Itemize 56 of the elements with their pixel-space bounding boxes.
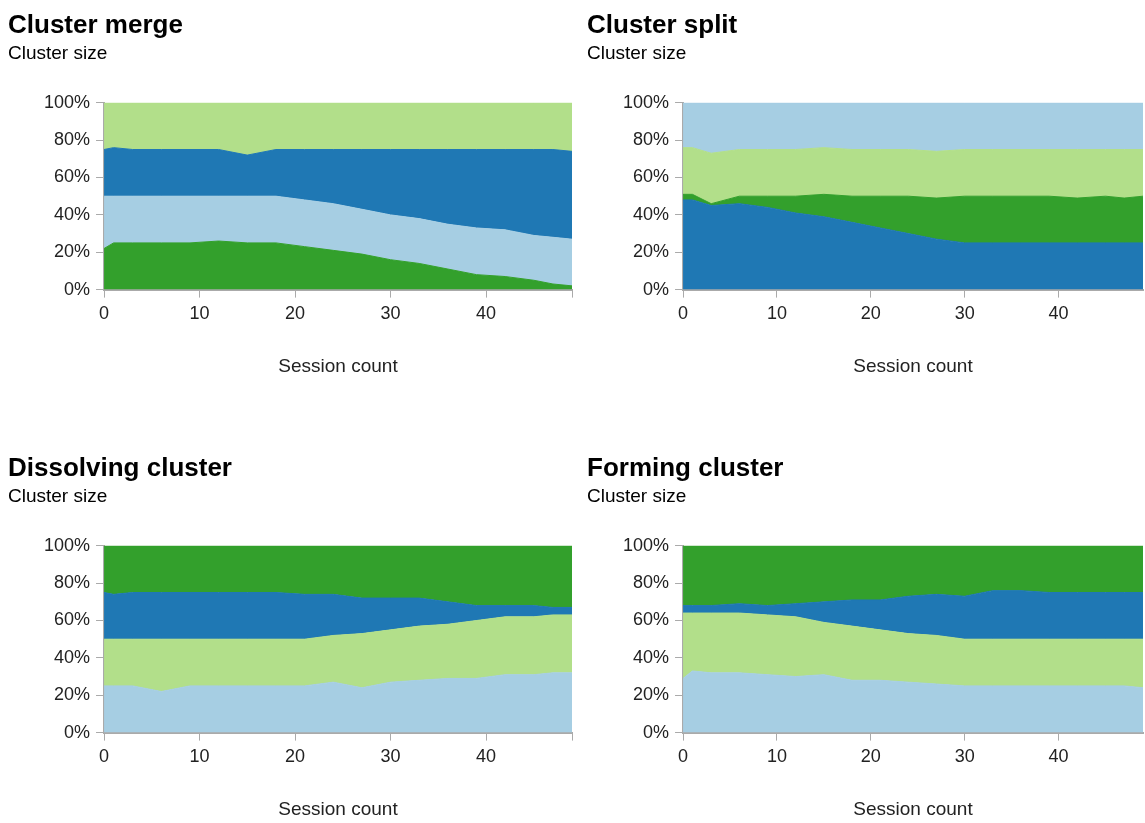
y-tick-label: 60% (633, 166, 670, 187)
y-tick-label: 40% (54, 203, 91, 224)
y-axis-title: Cluster size (587, 484, 688, 508)
x-axis-title: Session count (278, 354, 399, 376)
x-tick-label: 20 (860, 746, 881, 767)
y-tick-label: 60% (54, 166, 91, 187)
y-axis-title: Cluster size (8, 484, 109, 508)
x-tick-label: 10 (189, 746, 210, 767)
y-tick-label: 80% (54, 129, 91, 150)
x-tick-label: 40 (1048, 746, 1069, 767)
x-tick-label: 30 (380, 746, 401, 767)
y-tick-label: 80% (54, 572, 91, 593)
x-tick-label: 10 (766, 303, 787, 324)
y-tick-label: 40% (633, 203, 670, 224)
y-axis-title: Cluster size (8, 41, 109, 65)
y-tick-label: 100% (622, 91, 670, 112)
x-tick-label: 10 (766, 746, 787, 767)
x-tick-label: 30 (954, 746, 975, 767)
y-tick-label: 20% (54, 241, 91, 262)
x-axis-title: Session count (278, 797, 399, 819)
x-tick-label: 0 (99, 746, 110, 767)
y-tick-label: 100% (43, 91, 91, 112)
y-tick-label: 0% (643, 278, 670, 299)
x-tick-label: 20 (285, 746, 306, 767)
y-tick-label: 100% (622, 534, 670, 555)
x-tick-label: 10 (189, 303, 210, 324)
x-tick-label: 0 (678, 303, 689, 324)
x-tick-label: 30 (954, 303, 975, 324)
y-tick-label: 100% (43, 534, 91, 555)
y-tick-label: 80% (633, 129, 670, 150)
x-tick-label: 40 (476, 746, 497, 767)
x-tick-label: 30 (380, 303, 401, 324)
y-tick-label: 20% (633, 241, 670, 262)
y-tick-label: 0% (643, 721, 670, 742)
y-tick-label: 60% (54, 609, 91, 630)
x-tick-label: 40 (1048, 303, 1069, 324)
chart-title: Cluster split (587, 8, 739, 40)
chart-title: Cluster merge (8, 8, 184, 40)
x-axis-title: Session count (853, 354, 974, 376)
y-tick-label: 0% (64, 278, 91, 299)
y-axis-title: Cluster size (587, 41, 688, 65)
y-tick-label: 80% (633, 572, 670, 593)
x-tick-label: 0 (678, 746, 689, 767)
y-tick-label: 0% (64, 721, 91, 742)
y-tick-label: 60% (633, 609, 670, 630)
y-tick-label: 40% (633, 646, 670, 667)
x-axis-title: Session count (853, 797, 974, 819)
x-tick-label: 20 (285, 303, 306, 324)
x-tick-label: 20 (860, 303, 881, 324)
x-tick-label: 40 (476, 303, 497, 324)
y-tick-label: 40% (54, 646, 91, 667)
chart-title: Dissolving cluster (8, 451, 233, 483)
y-tick-label: 20% (633, 684, 670, 705)
x-tick-label: 0 (99, 303, 110, 324)
y-tick-label: 20% (54, 684, 91, 705)
chart-title: Forming cluster (587, 451, 785, 483)
